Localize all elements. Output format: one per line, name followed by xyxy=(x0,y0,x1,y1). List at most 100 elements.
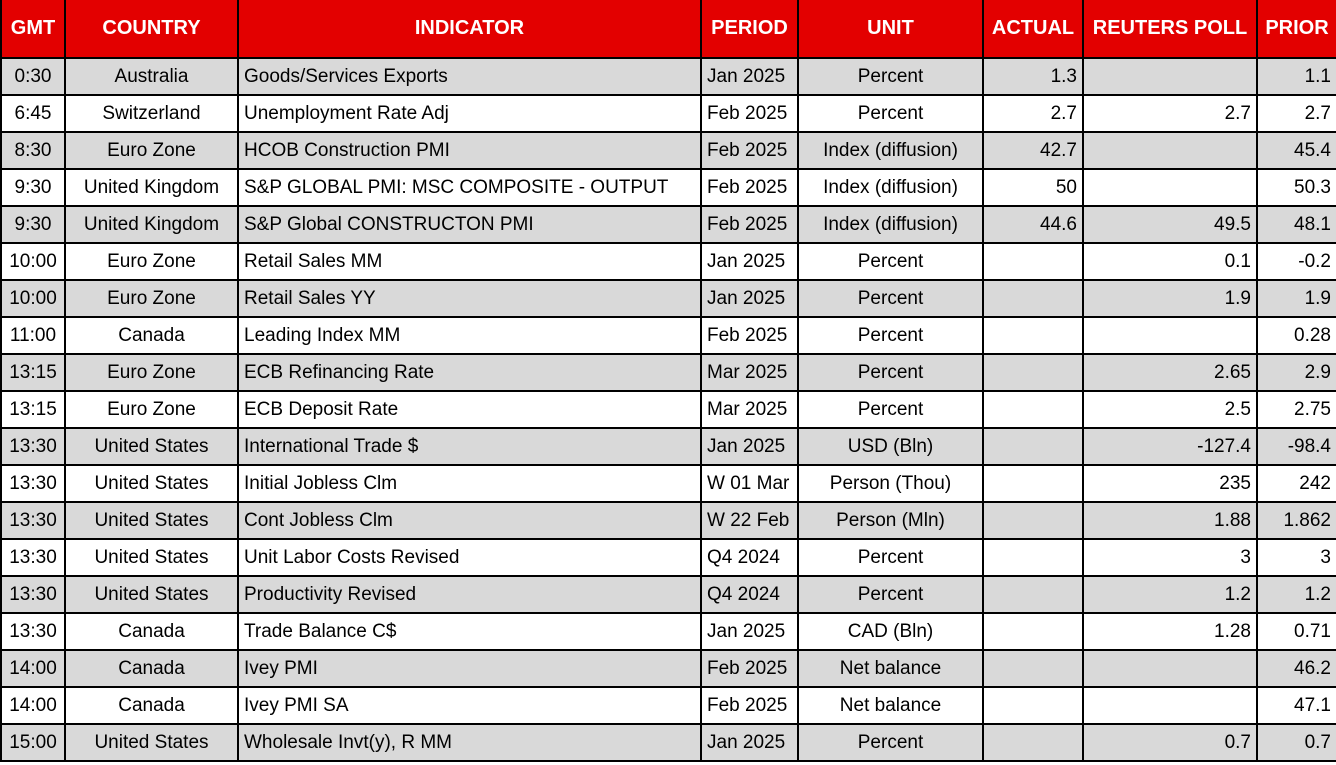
cell-gmt: 9:30 xyxy=(0,205,66,244)
cell-country: United Kingdom xyxy=(64,205,239,244)
table-row: 13:15 Euro Zone ECB Refinancing Rate Mar 20… xyxy=(0,353,1336,392)
table-row: 9:30 United Kingdom S&P GLOBAL PMI: MSC CO… xyxy=(0,168,1336,207)
cell-actual xyxy=(982,686,1084,725)
cell-indicator: Wholesale Invt(y), R MM xyxy=(237,723,702,762)
cell-reuters-poll: -127.4 xyxy=(1082,427,1258,466)
cell-unit: CAD (Bln) xyxy=(797,612,984,651)
cell-period: Jan 2025 xyxy=(700,242,799,281)
cell-period: W 22 Feb xyxy=(700,501,799,540)
cell-unit: Index (diffusion) xyxy=(797,205,984,244)
cell-country: Euro Zone xyxy=(64,131,239,170)
cell-indicator: ECB Deposit Rate xyxy=(237,390,702,429)
cell-actual xyxy=(982,575,1084,614)
cell-country: Canada xyxy=(64,612,239,651)
cell-indicator: ECB Refinancing Rate xyxy=(237,353,702,392)
cell-gmt: 0:30 xyxy=(0,57,66,96)
table-row: 13:30 Canada Trade Balance C$ Jan 2025 CAD (… xyxy=(0,612,1336,651)
cell-period: Mar 2025 xyxy=(700,353,799,392)
cell-unit: Percent xyxy=(797,94,984,133)
table-row: 6:45 Switzerland Unemployment Rate Adj Feb … xyxy=(0,94,1336,133)
table-row: 11:00 Canada Leading Index MM Feb 2025 Perce… xyxy=(0,316,1336,355)
cell-gmt: 10:00 xyxy=(0,279,66,318)
column-header-period: PERIOD xyxy=(700,0,799,59)
cell-country: Euro Zone xyxy=(64,353,239,392)
cell-actual: 1.3 xyxy=(982,57,1084,96)
cell-period: Q4 2024 xyxy=(700,538,799,577)
table-row: 9:30 United Kingdom S&P Global CONSTRUCTON… xyxy=(0,205,1336,244)
cell-period: Feb 2025 xyxy=(700,131,799,170)
cell-unit: Index (diffusion) xyxy=(797,168,984,207)
cell-gmt: 8:30 xyxy=(0,131,66,170)
cell-indicator: Goods/Services Exports xyxy=(237,57,702,96)
cell-period: Feb 2025 xyxy=(700,94,799,133)
cell-unit: Net balance xyxy=(797,649,984,688)
table-row: 13:30 United States Initial Jobless Clm W 0… xyxy=(0,464,1336,503)
cell-country: Euro Zone xyxy=(64,279,239,318)
cell-actual: 44.6 xyxy=(982,205,1084,244)
cell-period: Feb 2025 xyxy=(700,316,799,355)
cell-indicator: Ivey PMI xyxy=(237,649,702,688)
cell-prior: 2.9 xyxy=(1256,353,1336,392)
cell-prior: 1.862 xyxy=(1256,501,1336,540)
cell-country: United States xyxy=(64,723,239,762)
cell-gmt: 13:30 xyxy=(0,612,66,651)
cell-reuters-poll: 2.7 xyxy=(1082,94,1258,133)
column-header-prior: PRIOR xyxy=(1256,0,1336,59)
table-row: 8:30 Euro Zone HCOB Construction PMI Feb 20… xyxy=(0,131,1336,170)
cell-prior: 2.7 xyxy=(1256,94,1336,133)
cell-country: United States xyxy=(64,575,239,614)
cell-indicator: S&P GLOBAL PMI: MSC COMPOSITE - OUTPUT xyxy=(237,168,702,207)
cell-country: United Kingdom xyxy=(64,168,239,207)
cell-unit: Percent xyxy=(797,316,984,355)
cell-reuters-poll xyxy=(1082,131,1258,170)
cell-unit: USD (Bln) xyxy=(797,427,984,466)
cell-prior: 2.75 xyxy=(1256,390,1336,429)
header-row: GMT COUNTRY INDICATOR PERIOD UNIT ACTUAL REUTE… xyxy=(0,0,1336,59)
cell-country: Australia xyxy=(64,57,239,96)
cell-reuters-poll xyxy=(1082,168,1258,207)
cell-indicator: Productivity Revised xyxy=(237,575,702,614)
cell-prior: 46.2 xyxy=(1256,649,1336,688)
cell-prior: 242 xyxy=(1256,464,1336,503)
cell-unit: Percent xyxy=(797,723,984,762)
cell-country: Canada xyxy=(64,686,239,725)
table-row: 15:00 United States Wholesale Invt(y), R M… xyxy=(0,723,1336,762)
cell-actual: 50 xyxy=(982,168,1084,207)
cell-unit: Percent xyxy=(797,242,984,281)
cell-country: Canada xyxy=(64,316,239,355)
cell-unit: Percent xyxy=(797,538,984,577)
cell-prior: 1.1 xyxy=(1256,57,1336,96)
cell-indicator: Unit Labor Costs Revised xyxy=(237,538,702,577)
cell-country: Switzerland xyxy=(64,94,239,133)
cell-gmt: 13:30 xyxy=(0,575,66,614)
cell-gmt: 13:15 xyxy=(0,353,66,392)
cell-period: Feb 2025 xyxy=(700,205,799,244)
cell-unit: Percent xyxy=(797,390,984,429)
cell-period: Jan 2025 xyxy=(700,612,799,651)
table-row: 14:00 Canada Ivey PMI Feb 2025 Net balance 46… xyxy=(0,649,1336,688)
column-header-indicator: INDICATOR xyxy=(237,0,702,59)
cell-period: Feb 2025 xyxy=(700,649,799,688)
cell-period: Feb 2025 xyxy=(700,686,799,725)
cell-prior: 1.9 xyxy=(1256,279,1336,318)
cell-gmt: 14:00 xyxy=(0,649,66,688)
cell-indicator: Leading Index MM xyxy=(237,316,702,355)
cell-reuters-poll: 235 xyxy=(1082,464,1258,503)
cell-gmt: 15:00 xyxy=(0,723,66,762)
cell-gmt: 14:00 xyxy=(0,686,66,725)
cell-reuters-poll: 1.9 xyxy=(1082,279,1258,318)
table-row: 13:30 United States Productivity Revised Q4… xyxy=(0,575,1336,614)
cell-reuters-poll xyxy=(1082,316,1258,355)
cell-country: United States xyxy=(64,427,239,466)
cell-period: Mar 2025 xyxy=(700,390,799,429)
cell-actual: 2.7 xyxy=(982,94,1084,133)
cell-unit: Percent xyxy=(797,575,984,614)
cell-actual xyxy=(982,279,1084,318)
column-header-gmt: GMT xyxy=(0,0,66,59)
cell-actual xyxy=(982,649,1084,688)
table-row: 13:30 United States Cont Jobless Clm W 22 F… xyxy=(0,501,1336,540)
table-row: 10:00 Euro Zone Retail Sales YY Jan 2025 Per… xyxy=(0,279,1336,318)
cell-actual xyxy=(982,316,1084,355)
cell-country: United States xyxy=(64,501,239,540)
cell-reuters-poll xyxy=(1082,686,1258,725)
